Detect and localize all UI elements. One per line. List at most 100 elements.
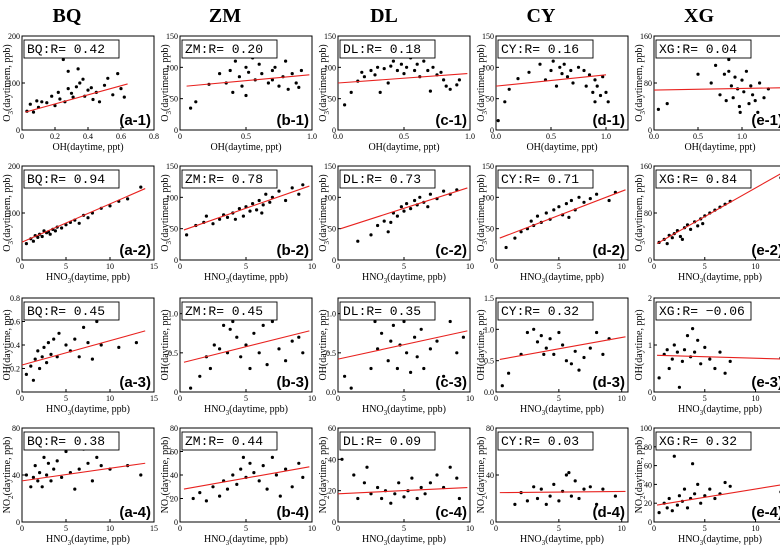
data-point — [576, 65, 581, 69]
y-tick-label: 80 — [644, 209, 652, 218]
data-point — [551, 59, 555, 63]
y-tick-label: 0.0 — [326, 388, 336, 397]
data-point — [571, 81, 575, 85]
fit-line — [337, 330, 468, 360]
data-point — [235, 335, 239, 339]
data-point — [257, 479, 261, 483]
data-point — [696, 224, 700, 228]
data-point — [56, 90, 60, 94]
x-tick-label: 0 — [178, 262, 182, 271]
x-axis-label: HNO3(daytime, ppb) — [362, 404, 446, 417]
y-axis-label: NO2(daytime, ppb) — [2, 437, 15, 514]
data-point — [691, 462, 695, 466]
data-point — [77, 355, 81, 359]
data-point — [86, 341, 90, 345]
data-point — [78, 81, 82, 85]
y-tick-label: 0 — [648, 256, 652, 265]
panel-c-4: 0 5 10 0 20 40 60 HNO3(daytime, ppb) NO2(daytime… — [318, 424, 474, 546]
data-point — [525, 330, 530, 335]
data-point — [444, 84, 448, 88]
data-point — [31, 239, 35, 243]
x-axis-label: HNO3(daytime, ppb) — [678, 272, 762, 285]
data-point — [560, 72, 564, 76]
data-point — [356, 496, 360, 501]
y-axis-label: O3(daytimem, ppb) — [476, 174, 489, 251]
data-point — [435, 473, 439, 477]
r-value-box — [181, 169, 278, 189]
data-point — [742, 90, 746, 94]
data-point — [270, 455, 274, 459]
data-point — [415, 496, 419, 501]
panel-b-1: 0 0.5 1.0 0 50 100 150 OH(daytime, ppt) O3(dayti… — [160, 32, 317, 153]
data-point — [239, 355, 243, 359]
y-tick-label: 50 — [170, 95, 178, 104]
panel-b-4: 0 5 10 0 20 40 60 80 HNO3(daytime, ppb) NO2(dayti… — [160, 424, 316, 546]
data-point — [284, 359, 288, 363]
x-tick-label: 0 — [336, 524, 340, 533]
r-value-box — [339, 39, 436, 59]
data-point — [665, 506, 669, 510]
y-tick-label: 50 — [328, 225, 336, 234]
data-point — [595, 330, 599, 335]
y-tick-label: 100 — [640, 424, 652, 433]
x-tick-label: 10 — [106, 524, 114, 533]
data-point — [718, 350, 722, 354]
y-tick-label: 150 — [482, 162, 494, 171]
data-point — [723, 371, 727, 375]
data-point — [426, 68, 430, 73]
panel-e-1: 0.00.51.01.5080160OH(daytime, ppt)O3(day… — [634, 32, 780, 153]
data-point — [391, 59, 395, 63]
r-value-label: CY:R= 0.32 — [501, 304, 579, 319]
data-point — [24, 242, 28, 246]
y-axis-label: O3(daytimem, ppb) — [634, 44, 647, 121]
data-point — [389, 220, 393, 224]
panel-id-label: (a-3) — [119, 374, 151, 391]
column-headers: BQ ZM DL CY XG — [53, 5, 715, 27]
r-value-box — [339, 431, 436, 451]
data-point — [241, 455, 245, 459]
data-point — [225, 215, 230, 219]
y-tick-label: 0 — [648, 388, 652, 397]
data-point — [231, 473, 235, 477]
data-point — [442, 78, 446, 82]
data-point — [61, 57, 65, 62]
data-point — [413, 335, 417, 339]
data-point — [428, 481, 432, 485]
y-axis-label: NO2(daytime, ppb) — [476, 437, 489, 514]
y-axis-label: O3(daytimem, ppb) — [2, 44, 15, 121]
x-tick-label: 0 — [20, 262, 24, 271]
data-point — [248, 366, 252, 371]
data-point — [389, 501, 393, 505]
x-axis-label: HNO3(daytime, ppb) — [520, 272, 604, 285]
data-point — [535, 340, 540, 344]
data-point — [86, 216, 90, 220]
y-axis-label: O3(daytimem, ppb) — [634, 174, 647, 251]
data-point — [613, 494, 618, 498]
x-tick-label: 15 — [150, 524, 158, 533]
fit-line — [656, 173, 780, 245]
data-point — [389, 64, 393, 68]
y-tick-label: 1.0 — [326, 310, 336, 319]
y-tick-label: 0 — [16, 388, 20, 397]
data-point — [395, 68, 399, 73]
data-point — [117, 345, 121, 349]
data-point — [64, 449, 68, 454]
data-point — [38, 366, 42, 371]
data-point — [52, 337, 56, 341]
data-point — [678, 234, 683, 239]
x-tick-label: 5 — [402, 262, 406, 271]
data-point — [111, 93, 115, 97]
y-tick-label: 0 — [16, 518, 20, 527]
data-point — [343, 374, 347, 378]
data-point — [119, 87, 123, 91]
x-axis-label: HNO3(daytime, ppb) — [46, 272, 130, 285]
x-tick-label: 10 — [752, 524, 760, 533]
data-point — [548, 494, 552, 498]
panel-id-label: (b-4) — [277, 504, 310, 521]
data-point — [442, 374, 446, 378]
x-tick-label: 0 — [494, 394, 498, 403]
data-point — [595, 192, 599, 196]
data-point — [265, 363, 269, 367]
data-point — [737, 104, 742, 109]
